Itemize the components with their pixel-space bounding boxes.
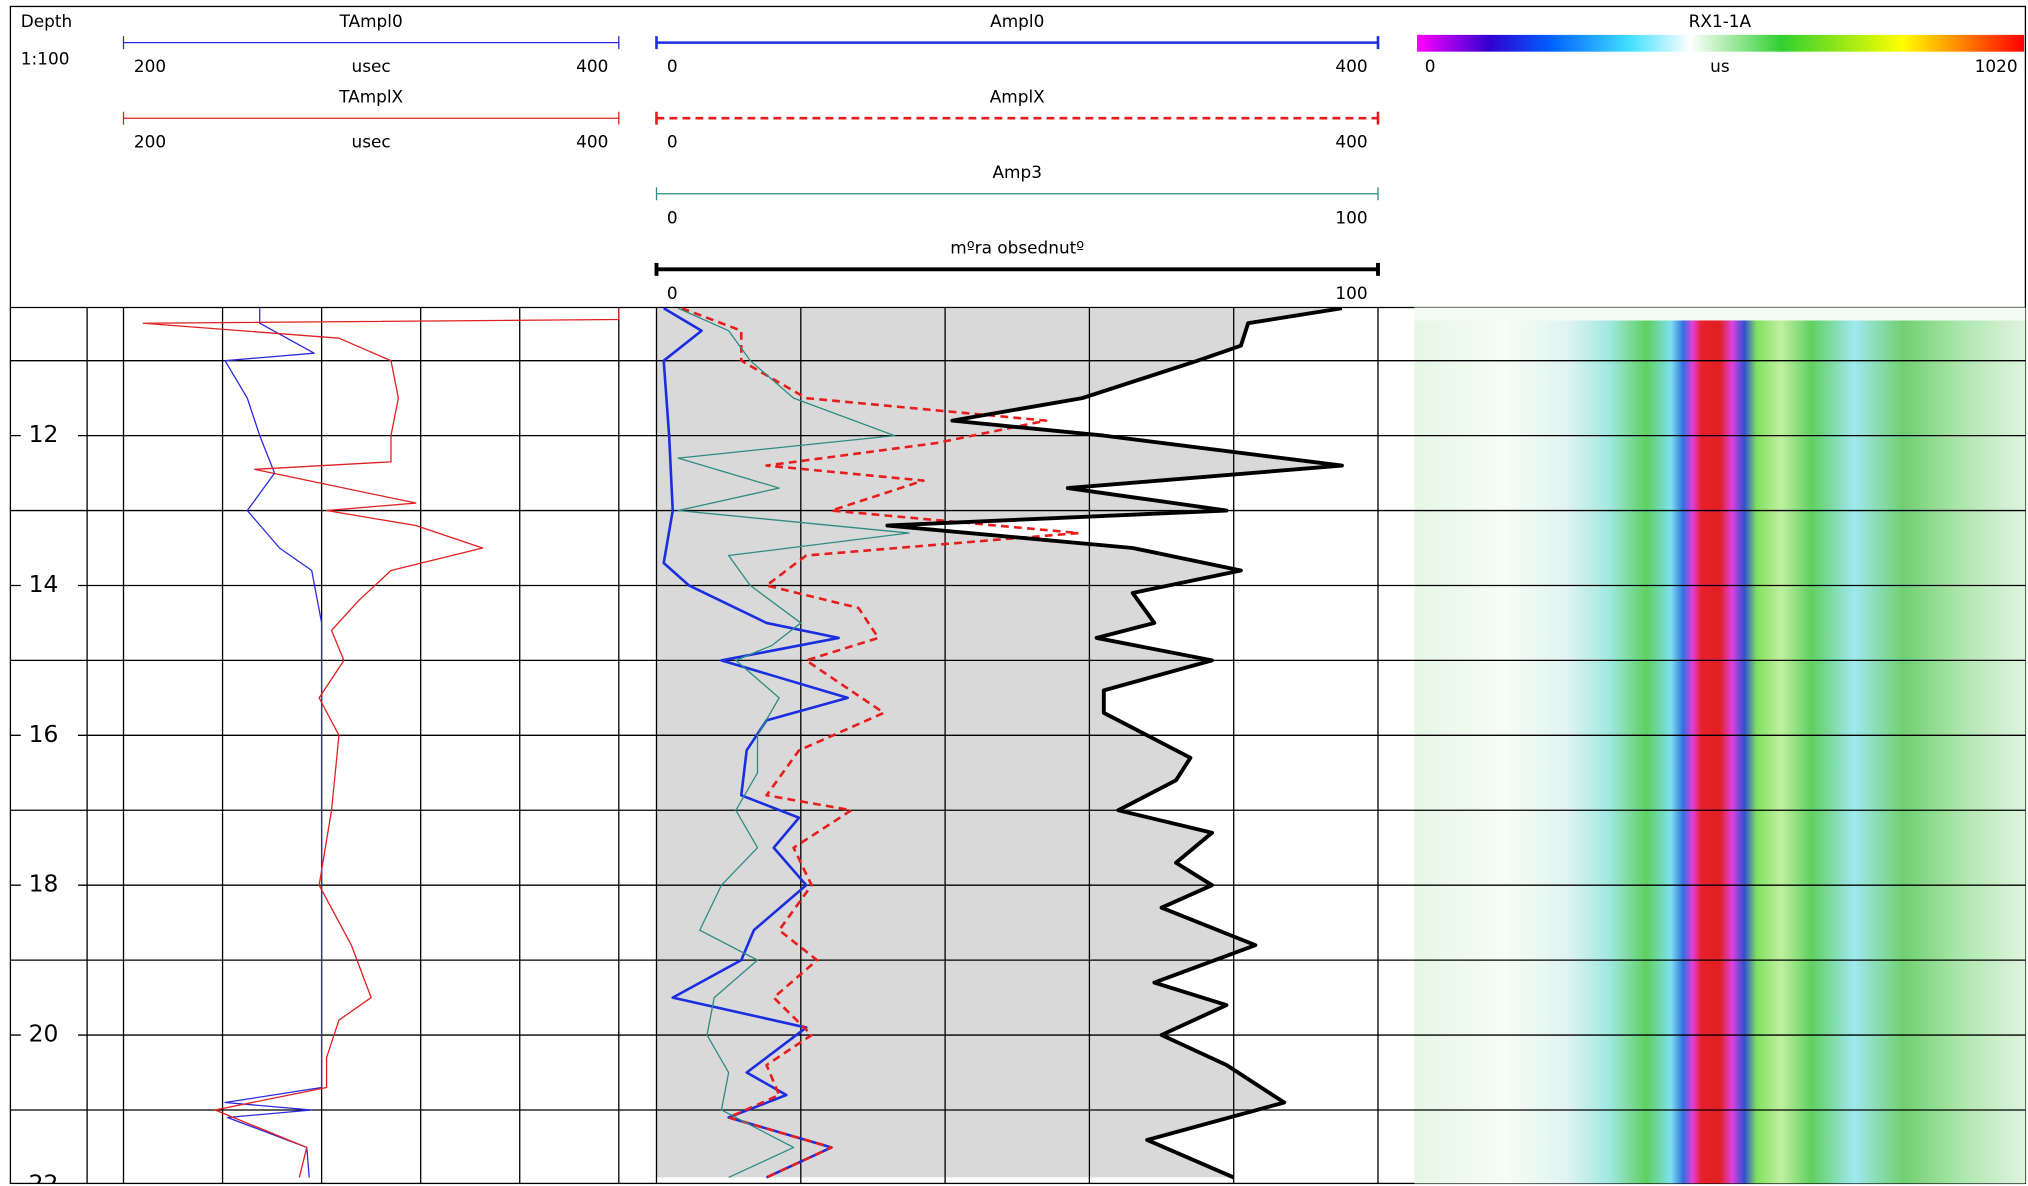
- depth-label: 16: [29, 721, 59, 748]
- colorbar-max: 1020: [1975, 56, 2018, 76]
- curve-name: Amp3: [993, 162, 1042, 182]
- scale-min: 0: [667, 207, 678, 227]
- scale-min: 0: [667, 132, 678, 152]
- depth-header: Depth: [21, 11, 72, 31]
- depth-label: 20: [29, 1021, 59, 1048]
- colorbar-title: RX1-1A: [1689, 11, 1752, 31]
- curve-name: Ampl0: [990, 11, 1044, 31]
- curve-name: TAmplX: [338, 87, 403, 107]
- scale-unit: usec: [352, 132, 391, 152]
- scale-max: 400: [576, 132, 608, 152]
- log-curve: [225, 308, 322, 1177]
- scale-max: 100: [1335, 207, 1367, 227]
- depth-label: 14: [29, 571, 59, 598]
- scale-min: 0: [667, 56, 678, 76]
- curve-name: AmplX: [990, 87, 1045, 107]
- depth-label: 18: [29, 871, 59, 898]
- depth-scale: 1:100: [21, 48, 70, 68]
- depth-label: 12: [29, 421, 59, 448]
- scale-min: 200: [134, 132, 166, 152]
- curve-fill: [657, 308, 1342, 1177]
- colorbar-unit: us: [1710, 56, 1729, 76]
- curve-name: TAmpl0: [339, 11, 403, 31]
- curve-name: mºra obsednutº: [950, 238, 1084, 258]
- scale-min: 0: [667, 283, 678, 303]
- colorbar: [1417, 35, 2024, 52]
- waveform-image: [1414, 320, 2025, 1183]
- scale-max: 400: [1335, 56, 1367, 76]
- colorbar-min: 0: [1425, 56, 1436, 76]
- scale-max: 100: [1335, 283, 1367, 303]
- log-curve: [143, 308, 618, 1177]
- waveform-image-top: [1414, 307, 2025, 320]
- scale-max: 400: [576, 56, 608, 76]
- scale-max: 400: [1335, 132, 1367, 152]
- scale-min: 200: [134, 56, 166, 76]
- log-view: Depth 1:100 RX1-1A 0 us 1020 12 14 16 18 20 2…: [0, 0, 2028, 1186]
- scale-unit: usec: [352, 56, 391, 76]
